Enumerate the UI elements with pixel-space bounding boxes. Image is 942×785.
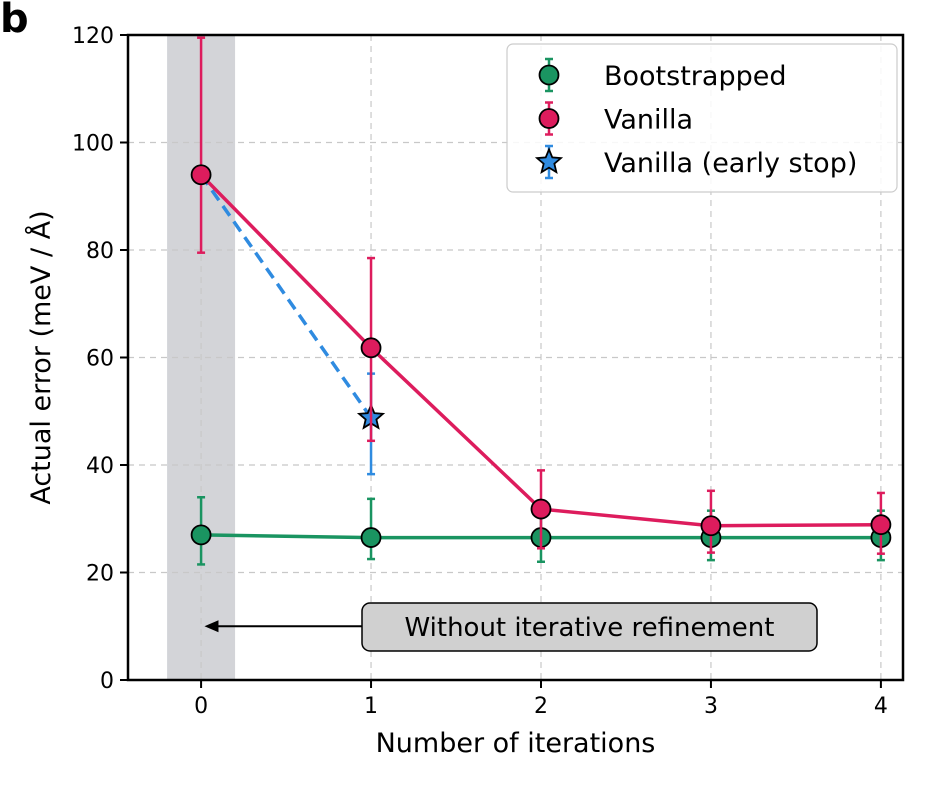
legend-marker <box>534 147 564 175</box>
series-vanilla <box>190 36 892 555</box>
x-tick-label: 2 <box>534 694 548 719</box>
legend-marker <box>538 108 560 129</box>
legend-marker <box>538 64 560 86</box>
legend-item-early-stop: Vanilla (early stop) <box>534 144 857 180</box>
x-tick-label: 4 <box>874 694 888 719</box>
annotation-text: Without iterative refinement <box>405 613 775 643</box>
legend-item-vanilla: Vanilla <box>538 101 693 136</box>
vanilla-point <box>190 164 212 186</box>
annotation: Without iterative refinement <box>204 602 818 652</box>
annotation-arrow-head <box>204 620 219 633</box>
bootstrapped-point <box>360 527 382 548</box>
vanilla-point <box>700 515 722 537</box>
x-tick-label: 0 <box>194 694 208 719</box>
y-tick-label: 40 <box>86 454 114 479</box>
y-tick-label: 120 <box>72 24 114 49</box>
vanilla-point <box>870 514 892 536</box>
early-stop-line <box>199 173 373 419</box>
legend-item-bootstrapped: Bootstrapped <box>538 57 786 93</box>
x-tick-label: 3 <box>704 694 718 719</box>
bootstrapped-point <box>190 524 212 546</box>
vanilla-point <box>360 337 382 359</box>
y-tick-label: 60 <box>86 347 114 372</box>
legend-label: Vanilla (early stop) <box>604 148 857 179</box>
legend-label: Bootstrapped <box>604 61 786 92</box>
legend: Bootstrapped Vanilla Vanilla (early stop) <box>506 43 898 193</box>
panel-label: b <box>0 0 29 42</box>
vanilla-point <box>530 498 552 520</box>
legend-label: Vanilla <box>604 105 693 136</box>
y-tick-label: 80 <box>86 239 114 264</box>
y-axis-label: Actual error (meV / Å) <box>25 210 57 504</box>
series-layer <box>190 36 892 566</box>
annotation-box <box>361 602 818 652</box>
y-tick-label: 100 <box>72 132 114 157</box>
y-tick-label: 0 <box>100 669 114 694</box>
x-axis-label: Number of iterations <box>376 728 656 759</box>
legend-box <box>506 43 898 193</box>
x-tick-label: 1 <box>364 694 378 719</box>
y-tick-label: 20 <box>86 562 114 587</box>
